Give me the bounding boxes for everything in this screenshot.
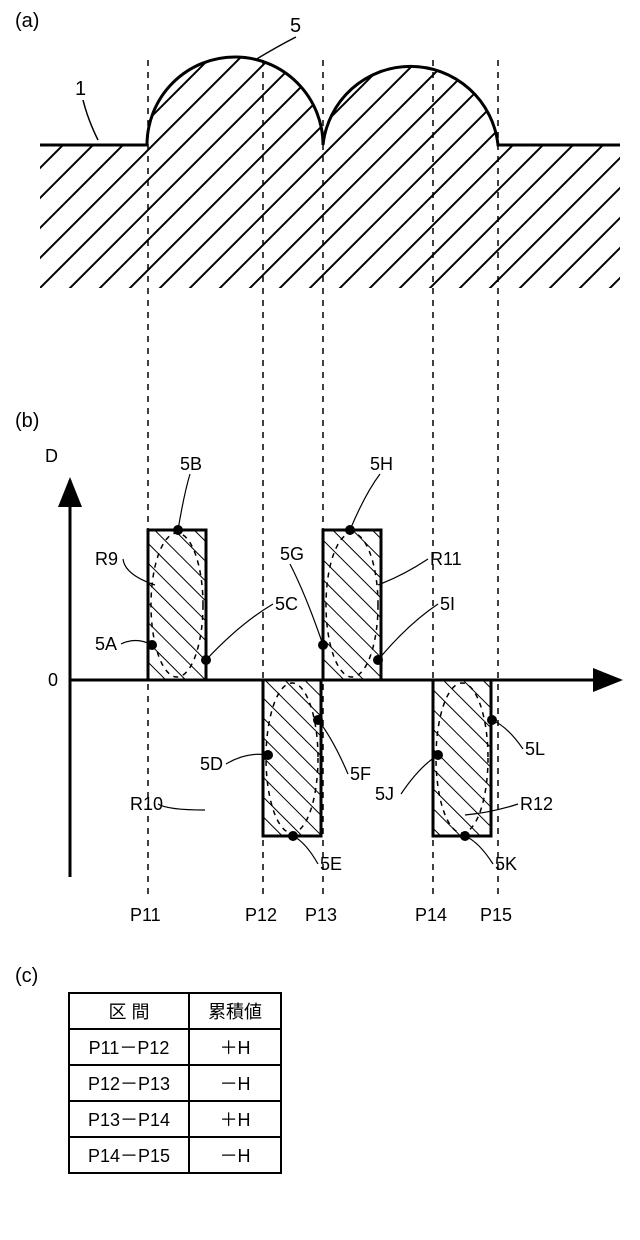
cell-range: P13－P14 [69, 1101, 189, 1137]
panel-b-diagram: 5A5B5C5D5E5F5G5H5I5J5K5LR9R10R11R12P11P1… [0, 0, 640, 925]
col-value-header: 累積値 [189, 993, 281, 1029]
svg-text:R12: R12 [520, 794, 553, 814]
svg-text:5J: 5J [375, 784, 394, 804]
svg-text:5B: 5B [180, 454, 202, 474]
table-row: P13－P14＋H [69, 1101, 281, 1137]
svg-text:5E: 5E [320, 854, 342, 874]
cell-value: －H [189, 1065, 281, 1101]
svg-text:P11: P11 [130, 905, 161, 925]
svg-text:5C: 5C [275, 594, 298, 614]
table-row: P14－P15－H [69, 1137, 281, 1173]
svg-text:5F: 5F [350, 764, 371, 784]
cumulative-table: 区 間 累積値 P11－P12＋HP12－P13－HP13－P14＋HP14－P… [68, 992, 282, 1174]
svg-text:5D: 5D [200, 754, 223, 774]
svg-text:R9: R9 [95, 549, 118, 569]
svg-text:5K: 5K [495, 854, 517, 874]
svg-text:5G: 5G [280, 544, 304, 564]
cell-value: ＋H [189, 1101, 281, 1137]
svg-text:R11: R11 [430, 549, 462, 569]
svg-text:P15: P15 [480, 905, 512, 925]
col-range-header: 区 間 [69, 993, 189, 1029]
svg-text:5I: 5I [440, 594, 455, 614]
cell-range: P14－P15 [69, 1137, 189, 1173]
svg-text:5A: 5A [95, 634, 117, 654]
svg-text:P12: P12 [245, 905, 277, 925]
axis-label-D: D [45, 446, 58, 467]
svg-text:5L: 5L [525, 739, 545, 759]
svg-text:P14: P14 [415, 905, 447, 925]
cell-range: P12－P13 [69, 1065, 189, 1101]
cell-range: P11－P12 [69, 1029, 189, 1065]
axis-label-0: 0 [48, 670, 58, 691]
table-row: P11－P12＋H [69, 1029, 281, 1065]
cell-value: －H [189, 1137, 281, 1173]
svg-text:P13: P13 [305, 905, 337, 925]
svg-text:5H: 5H [370, 454, 393, 474]
cell-value: ＋H [189, 1029, 281, 1065]
panel-c-label: (c) [15, 965, 38, 988]
table-header-row: 区 間 累積値 [69, 993, 281, 1029]
table-row: P12－P13－H [69, 1065, 281, 1101]
